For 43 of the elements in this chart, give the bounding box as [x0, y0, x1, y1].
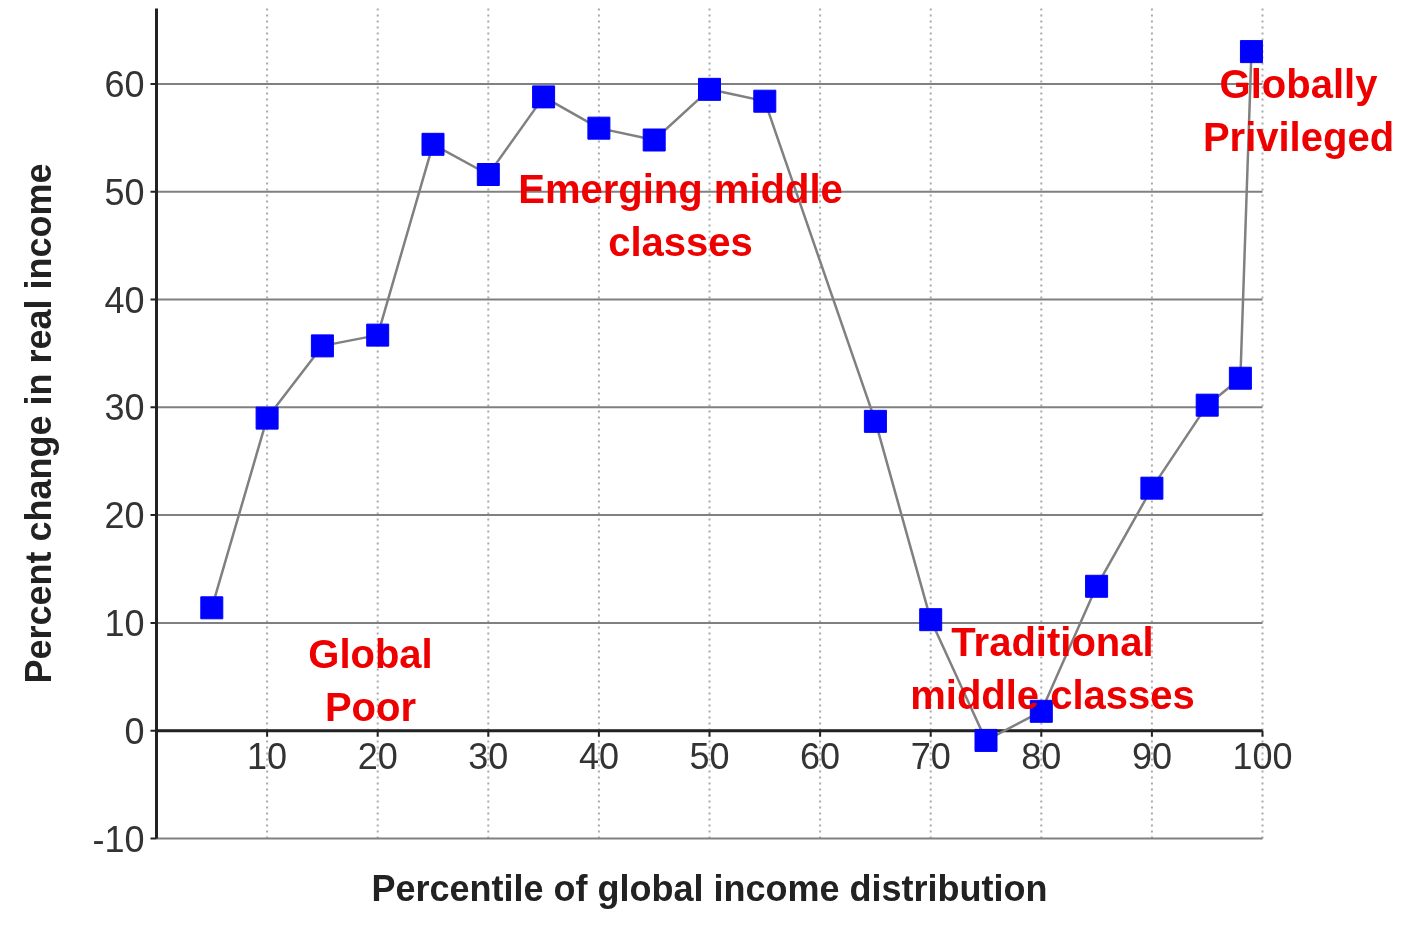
- point: [1228, 366, 1252, 390]
- x-tick-label: 20: [357, 735, 398, 777]
- point: [1195, 393, 1219, 417]
- point: [366, 323, 390, 347]
- y-tick-label: 40: [104, 279, 145, 321]
- annotation: Global Poor: [308, 632, 433, 729]
- y-axis-title: Percent change in real income: [18, 163, 59, 684]
- annotation: Emerging middle classes: [518, 167, 843, 264]
- point: [476, 163, 500, 186]
- point: [1085, 574, 1109, 598]
- y-tick-label: 0: [124, 710, 145, 752]
- x-tick-label: 100: [1232, 735, 1293, 777]
- x-axis-title: Percentile of global income distribution: [371, 868, 1048, 909]
- point: [1140, 476, 1164, 500]
- annotation: Traditional middle classes: [910, 620, 1195, 717]
- point: [698, 77, 721, 101]
- point: [421, 132, 445, 156]
- point: [532, 85, 556, 109]
- point: [310, 334, 334, 358]
- y-tick-label: 10: [104, 602, 145, 644]
- point: [863, 409, 887, 433]
- x-tick-label: 70: [910, 735, 951, 777]
- point: [642, 128, 666, 152]
- point: [255, 406, 279, 430]
- x-tick-label: 10: [247, 735, 288, 777]
- x-tick-label: 30: [468, 735, 509, 777]
- point: [200, 596, 224, 620]
- point: [974, 728, 998, 752]
- point: [919, 608, 943, 632]
- point: [753, 89, 777, 113]
- x-tick-label: 80: [1021, 735, 1062, 777]
- x-tick-label: 50: [689, 735, 730, 777]
- y-tick-label: 30: [104, 387, 145, 429]
- y-tick-label: -10: [92, 818, 145, 860]
- x-tick-label: 90: [1131, 735, 1172, 777]
- y-tick-label: 20: [104, 495, 145, 537]
- y-tick-label: 50: [104, 171, 145, 213]
- x-tick-label: 40: [578, 735, 619, 777]
- x-tick-label: 60: [800, 735, 841, 777]
- point: [1239, 40, 1263, 64]
- annotation: Globally Privileged: [1202, 62, 1395, 159]
- point: [587, 116, 611, 140]
- y-tick-label: 60: [104, 63, 145, 105]
